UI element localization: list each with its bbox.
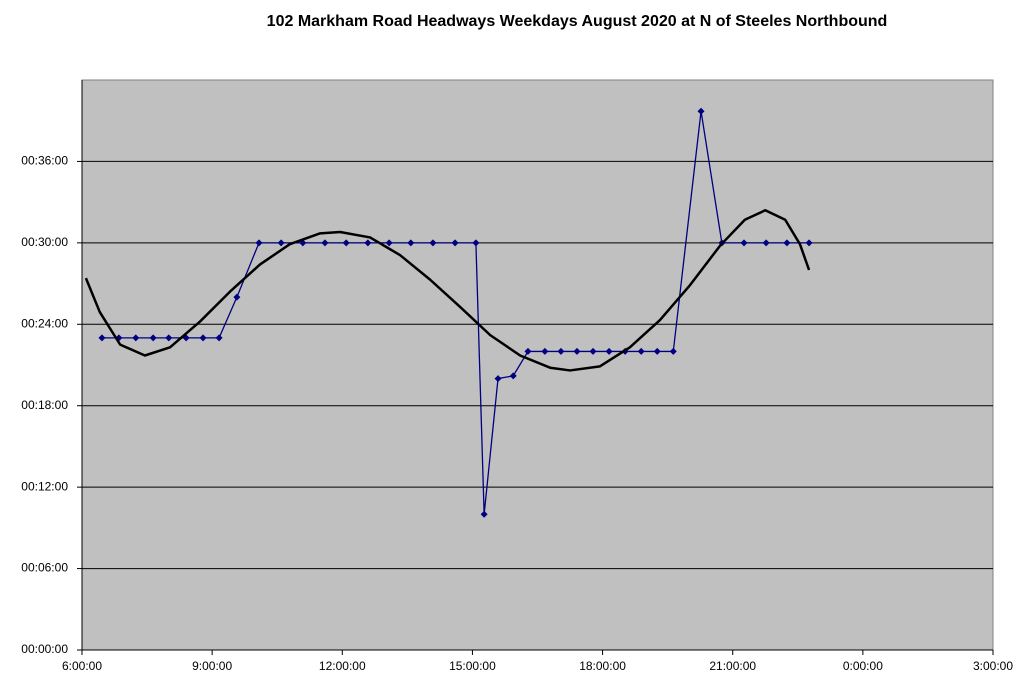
data-point	[199, 334, 207, 342]
data-point	[472, 239, 480, 247]
x-tick-label: 3:00:00	[973, 659, 1013, 673]
y-tick-label: 00:18:00	[21, 398, 68, 412]
data-point	[321, 239, 329, 247]
data-point	[557, 347, 565, 355]
data-point	[541, 347, 549, 355]
data-point	[783, 239, 791, 247]
data-point	[255, 239, 263, 247]
data-point	[589, 347, 597, 355]
y-tick-label: 00:06:00	[21, 561, 68, 575]
x-tick-label: 21:00:00	[709, 659, 756, 673]
x-tick-label: 0:00:00	[843, 659, 883, 673]
data-point	[805, 239, 813, 247]
y-tick-label: 00:30:00	[21, 235, 68, 249]
data-point	[605, 347, 613, 355]
data-point	[233, 293, 241, 301]
y-tick-label: 00:00:00	[21, 642, 68, 656]
data-point	[342, 239, 350, 247]
x-tick-label: 6:00:00	[62, 659, 102, 673]
data-point	[509, 372, 517, 380]
data-point	[98, 334, 106, 342]
data-point	[429, 239, 437, 247]
chart-title: 102 Markham Road Headways Weekdays Augus…	[267, 13, 888, 30]
data-point	[149, 334, 157, 342]
y-tick-label: 00:24:00	[21, 316, 68, 330]
data-point	[407, 239, 415, 247]
data-point	[740, 239, 748, 247]
data-point	[132, 334, 140, 342]
data-point	[653, 347, 661, 355]
data-point	[451, 239, 459, 247]
x-tick-label: 18:00:00	[579, 659, 626, 673]
data-point	[165, 334, 173, 342]
data-point	[697, 107, 705, 115]
data-point	[669, 347, 677, 355]
data-point	[480, 510, 488, 518]
plot-area	[81, 79, 994, 651]
x-tick-label: 9:00:00	[192, 659, 232, 673]
data-point	[385, 239, 393, 247]
series-line	[84, 209, 811, 372]
data-point	[524, 347, 532, 355]
data-point	[494, 375, 502, 383]
data-point	[762, 239, 770, 247]
data-point	[364, 239, 372, 247]
y-tick-label: 00:12:00	[21, 479, 68, 493]
x-tick-label: 15:00:00	[449, 659, 496, 673]
data-point	[277, 239, 285, 247]
data-point	[215, 334, 223, 342]
x-tick-label: 12:00:00	[319, 659, 366, 673]
data-point	[573, 347, 581, 355]
data-point	[637, 347, 645, 355]
y-tick-label: 00:36:00	[21, 154, 68, 168]
